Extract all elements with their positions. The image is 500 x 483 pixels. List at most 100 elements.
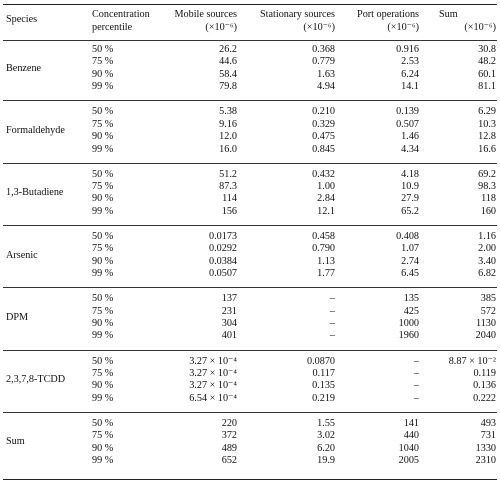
table-cell-po: 0.139 xyxy=(396,106,419,118)
table-cell-sum: 493 xyxy=(480,417,496,429)
table-cell-po: 10.9 xyxy=(401,181,419,192)
table-cell-po: 0.408 xyxy=(396,230,419,242)
table-cell-p: 99 % xyxy=(92,392,114,404)
table-cell-p: 75 % xyxy=(92,56,114,68)
table-cell-m: 231 xyxy=(221,305,237,317)
table-cell-sum: 2310 xyxy=(475,455,496,466)
species-label: Sum xyxy=(6,436,25,448)
header-rule xyxy=(3,40,497,41)
table-cell-m: 9.16 xyxy=(219,118,237,130)
table-cell-po: 14.1 xyxy=(401,81,419,93)
table-cell-po: 4.34 xyxy=(401,143,419,155)
table-cell-po: – xyxy=(413,367,419,379)
group-rule xyxy=(3,224,497,226)
table-cell-s: 1.55 xyxy=(317,417,335,429)
table-cell-po: 1040 xyxy=(398,442,419,454)
table-cell-m: 58.4 xyxy=(219,68,237,80)
table-cell-po: – xyxy=(413,392,419,404)
table-cell-s: 0.432 xyxy=(312,168,335,180)
table-cell-po: 4.18 xyxy=(401,168,419,180)
header-concentration: Concentration xyxy=(92,9,150,20)
table-cell-m: 26.2 xyxy=(219,44,237,55)
table-cell-sum: 6.82 xyxy=(478,268,496,280)
table-cell-sum: 3.40 xyxy=(478,255,496,267)
table-cell-sum: 30.8 xyxy=(478,44,496,55)
species-label: Arsenic xyxy=(6,249,38,261)
table-cell-p: 90 % xyxy=(92,68,114,80)
table-cell-m: 220 xyxy=(221,417,237,429)
header-species: Species xyxy=(6,14,38,25)
header-port: Port operations xyxy=(357,9,419,20)
table-cell-sum: 8.87 × 10⁻² xyxy=(448,355,496,367)
table-cell-m: 0.0292 xyxy=(208,243,237,255)
table-cell-p: 75 % xyxy=(92,305,114,317)
table-cell-m: 44.6 xyxy=(219,56,237,68)
table-cell-p: 90 % xyxy=(92,380,114,392)
header-port-unit: (×10⁻⁶) xyxy=(387,22,419,33)
table-cell-m: 51.2 xyxy=(219,168,237,180)
table-cell-m: 489 xyxy=(221,442,237,454)
table-cell-p: 50 % xyxy=(92,355,114,367)
table-cell-s: 0.210 xyxy=(312,106,335,118)
table-cell-s: 0.329 xyxy=(312,118,335,130)
group-rule xyxy=(3,349,497,351)
table-cell-sum: 1.16 xyxy=(478,230,496,242)
table-cell-m: 372 xyxy=(221,430,237,442)
table-cell-m: 0.0507 xyxy=(208,268,237,280)
table-cell-po: 27.9 xyxy=(401,193,419,205)
table-cell-p: 75 % xyxy=(92,243,114,255)
species-label: DPM xyxy=(6,311,29,323)
table-cell-po: 6.45 xyxy=(401,268,419,280)
table-cell-sum: 572 xyxy=(480,305,496,317)
table-cell-s: 0.117 xyxy=(312,367,335,379)
table-cell-s: 0.368 xyxy=(312,44,335,55)
table-cell-m: 156 xyxy=(221,205,237,217)
header-mobile: Mobile sources xyxy=(174,9,237,20)
table-cell-s: 12.1 xyxy=(317,205,335,217)
table-cell-p: 99 % xyxy=(92,205,114,217)
table-cell-po: 1.46 xyxy=(401,131,419,143)
table-cell-sum: 16.6 xyxy=(478,143,496,155)
table-cell-p: 75 % xyxy=(92,181,114,192)
table-cell-p: 75 % xyxy=(92,430,114,442)
table-cell-p: 90 % xyxy=(92,131,114,143)
table-cell-sum: 0.119 xyxy=(473,367,496,379)
header-stationary-unit: (×10⁻⁶) xyxy=(303,22,335,33)
table-cell-sum: 12.8 xyxy=(478,131,496,143)
table-cell-s: 6.20 xyxy=(317,442,335,454)
table-cell-m: 16.0 xyxy=(219,143,237,155)
table-cell-sum: 0.136 xyxy=(473,380,496,392)
table-cell-po: 6.24 xyxy=(401,68,419,80)
table-cell-po: 2005 xyxy=(398,455,419,466)
table-cell-m: 5.38 xyxy=(219,106,237,118)
table-cell-s: 1.00 xyxy=(317,181,335,192)
table-cell-p: 99 % xyxy=(92,455,114,466)
table-cell-sum: 2040 xyxy=(475,330,496,342)
table-cell-sum: 98.3 xyxy=(478,181,496,192)
table-cell-p: 90 % xyxy=(92,318,114,329)
table-cell-p: 50 % xyxy=(92,293,114,305)
table-cell-sum: 48.2 xyxy=(478,56,496,68)
table-cell-s: 4.94 xyxy=(317,81,335,93)
table-cell-p: 50 % xyxy=(92,106,114,118)
header-stationary: Stationary sources xyxy=(260,9,335,20)
table-cell-po: 0.916 xyxy=(396,44,419,55)
table-cell-s: – xyxy=(329,305,335,317)
table-cell-m: 304 xyxy=(221,318,237,329)
table-cell-po: 141 xyxy=(403,417,419,429)
table-cell-p: 50 % xyxy=(92,44,114,55)
species-label: Formaldehyde xyxy=(6,124,65,136)
table-cell-p: 99 % xyxy=(92,81,114,93)
table-cell-m: 0.0384 xyxy=(208,255,237,267)
table-cell-s: 1.13 xyxy=(317,255,335,267)
group-rule xyxy=(3,287,497,289)
table-cell-p: 99 % xyxy=(92,330,114,342)
table-cell-sum: 118 xyxy=(481,193,496,205)
table-cell-po: 0.507 xyxy=(396,118,419,130)
table-cell-s: 0.790 xyxy=(312,243,335,255)
group-rule xyxy=(3,411,497,413)
table-cell-p: 50 % xyxy=(92,230,114,242)
group-rule xyxy=(3,100,497,102)
table-cell-m: 3.27 × 10⁻⁴ xyxy=(189,355,237,367)
table-cell-s: – xyxy=(329,293,335,305)
